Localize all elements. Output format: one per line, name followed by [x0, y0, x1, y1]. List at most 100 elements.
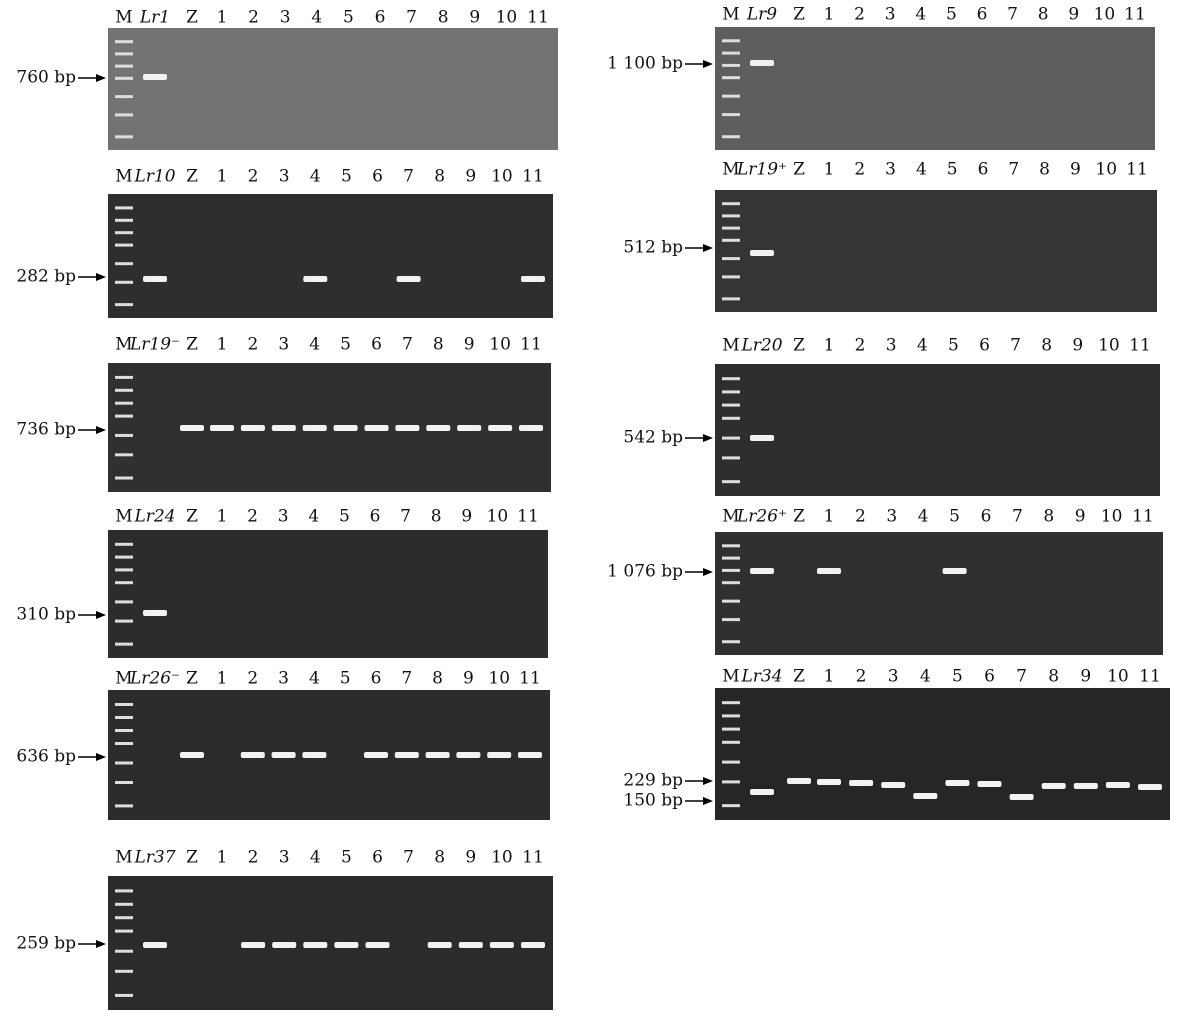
dna-band [426, 425, 451, 431]
dna-band [849, 780, 874, 786]
lane-label: 6 [372, 167, 383, 187]
lane-label: 6 [977, 5, 988, 25]
dna-band [977, 781, 1002, 787]
lane-label: 5 [947, 160, 958, 180]
lane-label: Lr26⁺ [736, 507, 787, 527]
size-label: 512 bp [623, 238, 683, 258]
lane-label: Lr10 [133, 167, 175, 187]
lane-label: 11 [519, 669, 541, 689]
arrow-head [96, 273, 106, 281]
lane-label: 7 [1008, 160, 1019, 180]
lane-label: 9 [465, 848, 476, 868]
ladder-band [722, 556, 740, 560]
lane-label: Z [793, 667, 805, 687]
dna-band [364, 425, 389, 431]
lane-label: 8 [1039, 160, 1050, 180]
dna-band [303, 276, 328, 282]
lane-label: 8 [1041, 336, 1052, 356]
lane-label: 11 [1129, 336, 1151, 356]
lane-label: 5 [946, 5, 957, 25]
lane-label: 6 [979, 336, 990, 356]
ladder-band [115, 476, 133, 480]
lane-label: 6 [372, 848, 383, 868]
lane-label: 5 [949, 507, 960, 527]
dna-band [487, 752, 512, 758]
ladder-band [722, 640, 740, 644]
lane-label: Z [186, 669, 198, 689]
lane-label: 9 [1080, 667, 1091, 687]
ladder-band [115, 206, 133, 210]
lane-label: Z [186, 167, 198, 187]
ladder-band [115, 781, 133, 784]
lane-label: M [115, 669, 132, 689]
ladder-band [115, 969, 133, 973]
dna-band [394, 752, 419, 758]
lane-label: 11 [520, 335, 542, 355]
lane-label: 5 [952, 667, 963, 687]
lane-label: 6 [371, 335, 382, 355]
size-label: 636 bp [16, 747, 76, 767]
arrow-head [96, 74, 106, 82]
size-label: 310 bp [16, 605, 76, 625]
lane-label: Lr19⁻ [129, 335, 180, 355]
lane-label: 8 [434, 848, 445, 868]
lane-label: 7 [1010, 336, 1021, 356]
lane-label: 4 [309, 335, 320, 355]
lane-label: Lr9 [746, 5, 777, 25]
ladder-band [115, 642, 133, 646]
lane-label: 4 [308, 507, 319, 527]
lane-label: 1 [824, 160, 835, 180]
lane-label: 3 [885, 160, 896, 180]
lane-label: 1 [217, 507, 228, 527]
ladder-band [115, 401, 133, 405]
gel [108, 363, 551, 492]
lane-label: M [722, 5, 739, 25]
lane-label: Lr34 [740, 667, 782, 687]
lane-label: 2 [247, 669, 258, 689]
lane-label: 8 [1048, 667, 1059, 687]
gel [715, 27, 1155, 150]
size-label: 150 bp [623, 791, 683, 811]
ladder-band [115, 619, 133, 623]
ladder-band [115, 761, 133, 765]
ladder-band [115, 52, 133, 56]
arrow-head [703, 434, 713, 442]
lane-label: 4 [310, 167, 321, 187]
dna-band [787, 778, 811, 784]
lane-label: 4 [918, 507, 929, 527]
gel [108, 690, 550, 820]
dna-band [365, 942, 390, 948]
lane-label: 2 [247, 335, 258, 355]
lane-label: M [722, 336, 739, 356]
lane-label: 10 [491, 167, 513, 187]
ladder-band [722, 436, 740, 440]
lane-label: 1 [217, 167, 228, 187]
dna-band [521, 276, 545, 282]
dna-band [180, 425, 204, 431]
ladder-band [722, 456, 740, 460]
gel [108, 194, 553, 318]
gel [715, 364, 1160, 496]
dna-band [945, 780, 970, 786]
lane-label: 9 [469, 8, 480, 28]
lane-label: M [722, 667, 739, 687]
arrow-head [703, 777, 713, 785]
dna-band [518, 752, 542, 758]
lane-label: 4 [310, 848, 321, 868]
arrow-head [96, 426, 106, 434]
lane-label: 3 [885, 5, 896, 25]
dna-band [241, 942, 266, 948]
lane-label: Lr24 [133, 507, 175, 527]
dna-band [942, 568, 967, 574]
lane-label: 11 [1132, 507, 1154, 527]
arrow-head [703, 60, 713, 68]
ladder-band [115, 555, 133, 559]
lane-label: 10 [489, 335, 511, 355]
lane-label: 2 [248, 8, 259, 28]
gel [108, 28, 558, 150]
gel [108, 530, 548, 658]
lane-label: 11 [1124, 5, 1146, 25]
lane-label: 7 [1012, 507, 1023, 527]
lane-label: M [115, 848, 132, 868]
dna-band [240, 752, 265, 758]
